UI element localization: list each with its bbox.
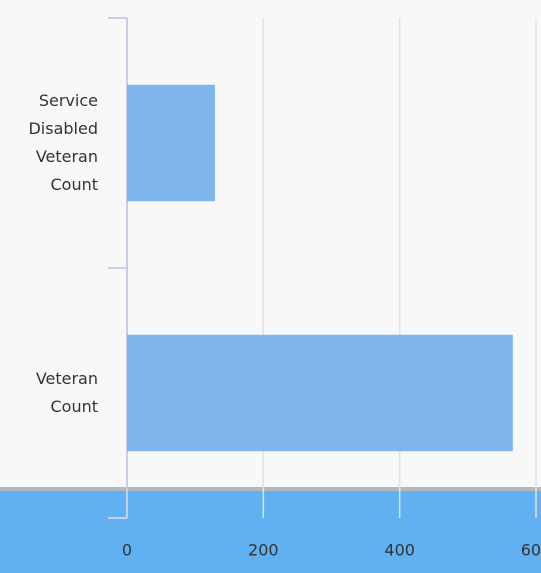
y-tick-label: Veteran Count	[36, 369, 98, 416]
x-tick-label: 0	[122, 541, 132, 560]
x-tick-label: 200	[248, 541, 279, 560]
x-tick-label: 400	[384, 541, 415, 560]
bar	[127, 84, 215, 202]
bar	[127, 334, 513, 452]
y-tick-label: Service Disabled Veteran Count	[28, 91, 98, 194]
x-tick-label: 600	[521, 541, 541, 560]
footer-border	[0, 487, 541, 491]
footer-band	[0, 487, 541, 573]
